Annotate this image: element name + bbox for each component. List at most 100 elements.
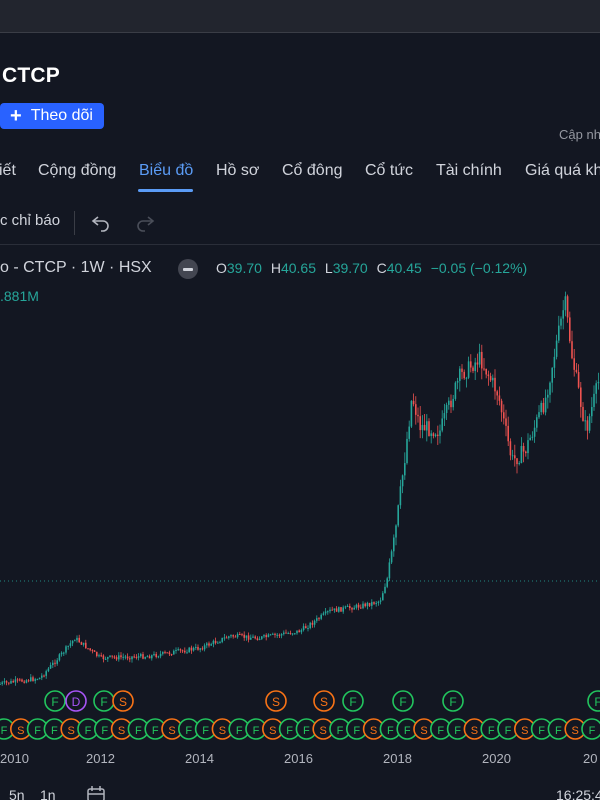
candle-body (368, 602, 371, 606)
top-bar (0, 0, 600, 33)
event-marker (392, 690, 414, 712)
event-marker-label: F (152, 725, 159, 737)
candle-body (307, 627, 309, 629)
tab-overview[interactable]: iết (0, 162, 16, 179)
candle-body (203, 645, 206, 650)
candle-body (118, 655, 120, 660)
candle-body (375, 602, 377, 604)
candle-body (25, 680, 28, 683)
candle-body (564, 296, 567, 311)
candle-body (276, 634, 278, 636)
open-value: 39.70 (226, 260, 262, 276)
candle-body (49, 665, 52, 669)
candle-body (437, 434, 439, 436)
candle-body (170, 654, 173, 656)
candle-body (485, 368, 487, 375)
candle-body (32, 677, 34, 681)
tab-price-history[interactable]: Giá quá kh (525, 162, 600, 179)
candle-body (133, 656, 135, 658)
candle-body (65, 646, 67, 653)
candle-body (364, 603, 366, 607)
tab-profile[interactable]: Hồ sơ (216, 162, 260, 179)
candle-body (100, 655, 102, 657)
candle-body (320, 614, 322, 619)
candle-body (408, 426, 410, 439)
event-marker (112, 690, 134, 712)
close-label: C (376, 260, 387, 276)
x-axis-label: 2018 (383, 751, 412, 766)
candle-body (538, 412, 540, 418)
candle-body (395, 525, 397, 538)
event-marker-label: D (72, 695, 81, 709)
candle-body (43, 675, 45, 677)
candle-body (577, 372, 580, 388)
candle-body (410, 400, 413, 427)
candle-body (234, 636, 237, 638)
candle-body (562, 310, 564, 319)
tab-dividends[interactable]: Cổ tức (365, 162, 414, 179)
range-button-5n[interactable]: 5n (9, 787, 25, 800)
candle-body (177, 649, 179, 651)
event-marker-label: F (387, 725, 394, 737)
candle-body (487, 374, 490, 377)
candle-body (305, 626, 307, 629)
candle-body (52, 662, 54, 666)
event-marker-label: F (51, 695, 58, 709)
candle-body (575, 369, 578, 373)
candle-body (384, 586, 386, 594)
tab-community[interactable]: Cộng đồng (38, 162, 117, 179)
high-value: 40.65 (280, 260, 316, 276)
candle-body (421, 424, 424, 431)
open-label: O (216, 260, 227, 276)
event-marker-label: S (118, 725, 125, 737)
candle-body (8, 682, 10, 684)
candle-body (212, 640, 215, 645)
candle-body (159, 653, 162, 657)
event-marker-label: S (272, 695, 280, 709)
candle-body (179, 649, 182, 651)
candle-body (142, 654, 144, 659)
event-marker-label: F (594, 695, 600, 709)
candle-body (71, 640, 74, 644)
candle-body (544, 397, 547, 413)
candle-body (340, 607, 342, 612)
candle-body (175, 649, 177, 651)
event-marker-label: S (471, 725, 478, 737)
candle-body (445, 404, 448, 414)
candle-body (448, 400, 450, 405)
candle-body (98, 655, 100, 657)
candle-body (91, 650, 94, 652)
candle-body (129, 658, 131, 660)
indicators-button[interactable]: c chỉ báo (0, 212, 61, 229)
candle-body (397, 505, 399, 526)
candle-body (419, 416, 421, 431)
candle-body (597, 381, 600, 384)
candle-body (228, 636, 230, 638)
event-marker-label: F (488, 725, 495, 737)
candle-body (547, 394, 549, 398)
undo-icon[interactable] (90, 210, 112, 234)
candle-body (492, 377, 494, 381)
candle-body (549, 382, 551, 395)
range-button-1n[interactable]: 1n (40, 787, 56, 800)
candle-body (120, 655, 122, 658)
redo-icon[interactable] (134, 210, 156, 234)
candle-body (144, 657, 146, 659)
event-marker-label: S (119, 695, 127, 709)
candle-body (164, 651, 166, 653)
candle-body (346, 606, 349, 608)
tab-financials[interactable]: Tài chính (436, 162, 502, 179)
candle-body (500, 400, 503, 413)
candle-body (184, 650, 186, 653)
tab-chart[interactable]: Biểu đồ (139, 162, 194, 179)
follow-button[interactable]: + Theo dõi (0, 103, 104, 129)
candle-body (309, 622, 311, 628)
tab-shareholders[interactable]: Cổ đông (282, 162, 343, 179)
hide-indicator-button[interactable] (178, 259, 198, 279)
candle-body (454, 382, 457, 399)
candle-body (168, 652, 171, 655)
active-tab-indicator (138, 189, 193, 192)
candle-body (377, 601, 380, 603)
calendar-icon[interactable] (86, 786, 106, 800)
